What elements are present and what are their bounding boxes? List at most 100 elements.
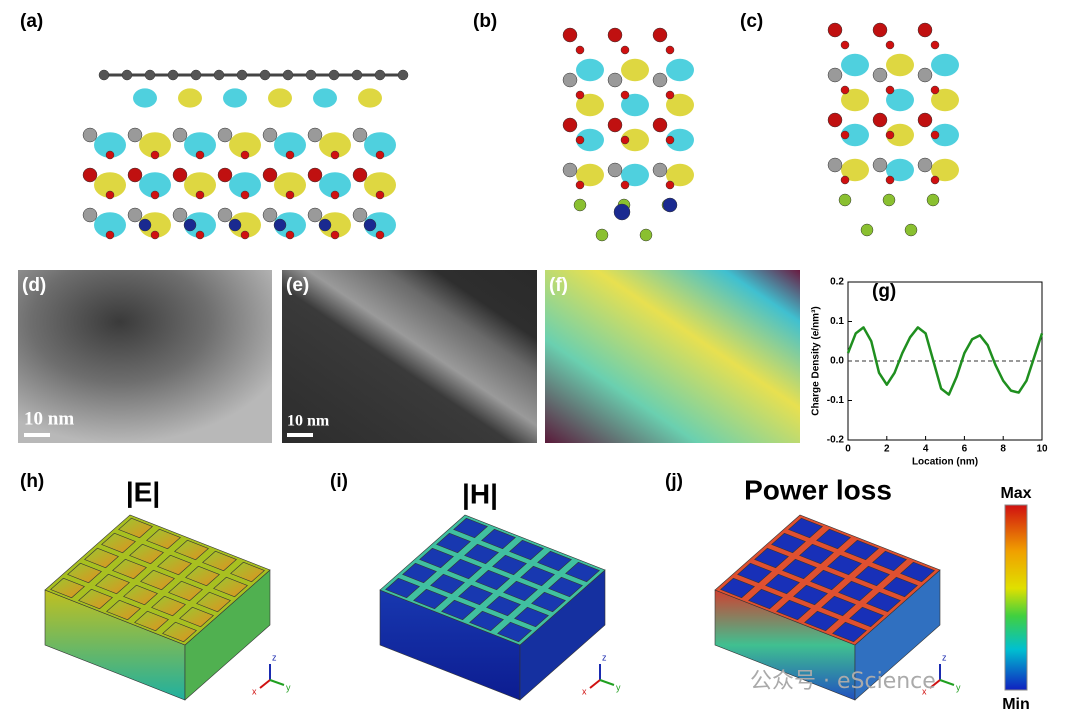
atom — [607, 72, 623, 88]
y-tick-label: 0.1 — [830, 316, 844, 327]
atom — [562, 72, 578, 88]
isosurface — [184, 212, 216, 238]
isosurface — [931, 53, 959, 77]
cell — [101, 532, 136, 554]
atom — [652, 27, 668, 43]
data-line — [846, 326, 1044, 396]
atom — [150, 190, 160, 200]
cell — [799, 543, 834, 565]
cell — [776, 599, 811, 621]
cell — [151, 595, 186, 617]
cell — [78, 588, 113, 610]
atom — [82, 127, 98, 143]
cell — [162, 621, 197, 643]
cell — [855, 565, 890, 587]
atom — [172, 127, 188, 143]
atom — [330, 230, 340, 240]
atom — [352, 127, 368, 143]
isosurface — [184, 172, 216, 198]
atom — [885, 130, 895, 140]
atom — [121, 69, 133, 81]
axis-label: y — [616, 682, 621, 692]
atom — [840, 85, 850, 95]
atom — [840, 130, 850, 140]
atom — [665, 45, 675, 55]
atom — [917, 67, 933, 83]
cell — [441, 599, 476, 621]
scale-bar — [24, 433, 50, 437]
cell — [514, 606, 549, 628]
cell — [385, 577, 420, 599]
colorbar — [1004, 504, 1028, 691]
isosurface — [319, 132, 351, 158]
isosurface — [364, 172, 396, 198]
cell — [168, 580, 203, 602]
atom — [282, 69, 294, 81]
cell — [453, 517, 488, 539]
atom — [917, 112, 933, 128]
panel-label: (d) — [22, 275, 46, 296]
illustrations — [18, 22, 1028, 701]
atom — [195, 190, 205, 200]
x-tick-label: 4 — [923, 444, 929, 455]
atom — [652, 72, 668, 88]
cell — [804, 610, 839, 632]
axis-y — [939, 679, 955, 686]
panel-label: (b) — [473, 11, 497, 32]
cell — [486, 595, 521, 617]
isosurface — [268, 88, 292, 108]
atom — [573, 198, 587, 212]
atom — [213, 69, 225, 81]
axis-label: z — [602, 652, 607, 662]
atom — [307, 207, 323, 223]
atom — [328, 69, 340, 81]
isosurface — [94, 132, 126, 158]
axis-label: x — [582, 686, 587, 696]
isosurface — [229, 172, 261, 198]
cell — [123, 584, 158, 606]
labels: (a) (b) (c) (d) (e) (f) (g) (h) (i) (j) … — [20, 11, 1032, 713]
isosurface — [666, 163, 694, 187]
cell — [464, 543, 499, 565]
atom — [330, 150, 340, 160]
cell — [838, 580, 873, 602]
atom — [607, 162, 623, 178]
atom — [318, 218, 332, 232]
cell — [106, 599, 141, 621]
cell — [782, 558, 817, 580]
atom — [285, 150, 295, 160]
atom — [926, 193, 940, 207]
atom — [885, 40, 895, 50]
cell — [402, 562, 437, 584]
atom — [662, 197, 678, 213]
axis-x — [929, 679, 941, 689]
panel-label: (e) — [286, 275, 309, 296]
atom — [840, 175, 850, 185]
y-tick-label: 0.2 — [830, 277, 844, 288]
atom — [607, 117, 623, 133]
isosurface — [313, 88, 337, 108]
atom — [885, 175, 895, 185]
atom — [665, 90, 675, 100]
cell — [565, 561, 600, 583]
cell — [213, 576, 248, 598]
atom — [330, 190, 340, 200]
atom — [930, 40, 940, 50]
isosurface — [364, 212, 396, 238]
cell — [821, 595, 856, 617]
cell — [146, 528, 181, 550]
atom — [307, 127, 323, 143]
cell — [872, 550, 907, 572]
y-tick-label: -0.2 — [827, 435, 845, 446]
atom — [904, 223, 918, 237]
atom — [262, 127, 278, 143]
atom — [827, 22, 843, 38]
cell — [436, 532, 471, 554]
isosurface — [274, 212, 306, 238]
atom — [262, 207, 278, 223]
x-tick-label: 0 — [845, 444, 851, 455]
cell — [129, 543, 164, 565]
cell — [419, 547, 454, 569]
atom — [613, 203, 631, 221]
